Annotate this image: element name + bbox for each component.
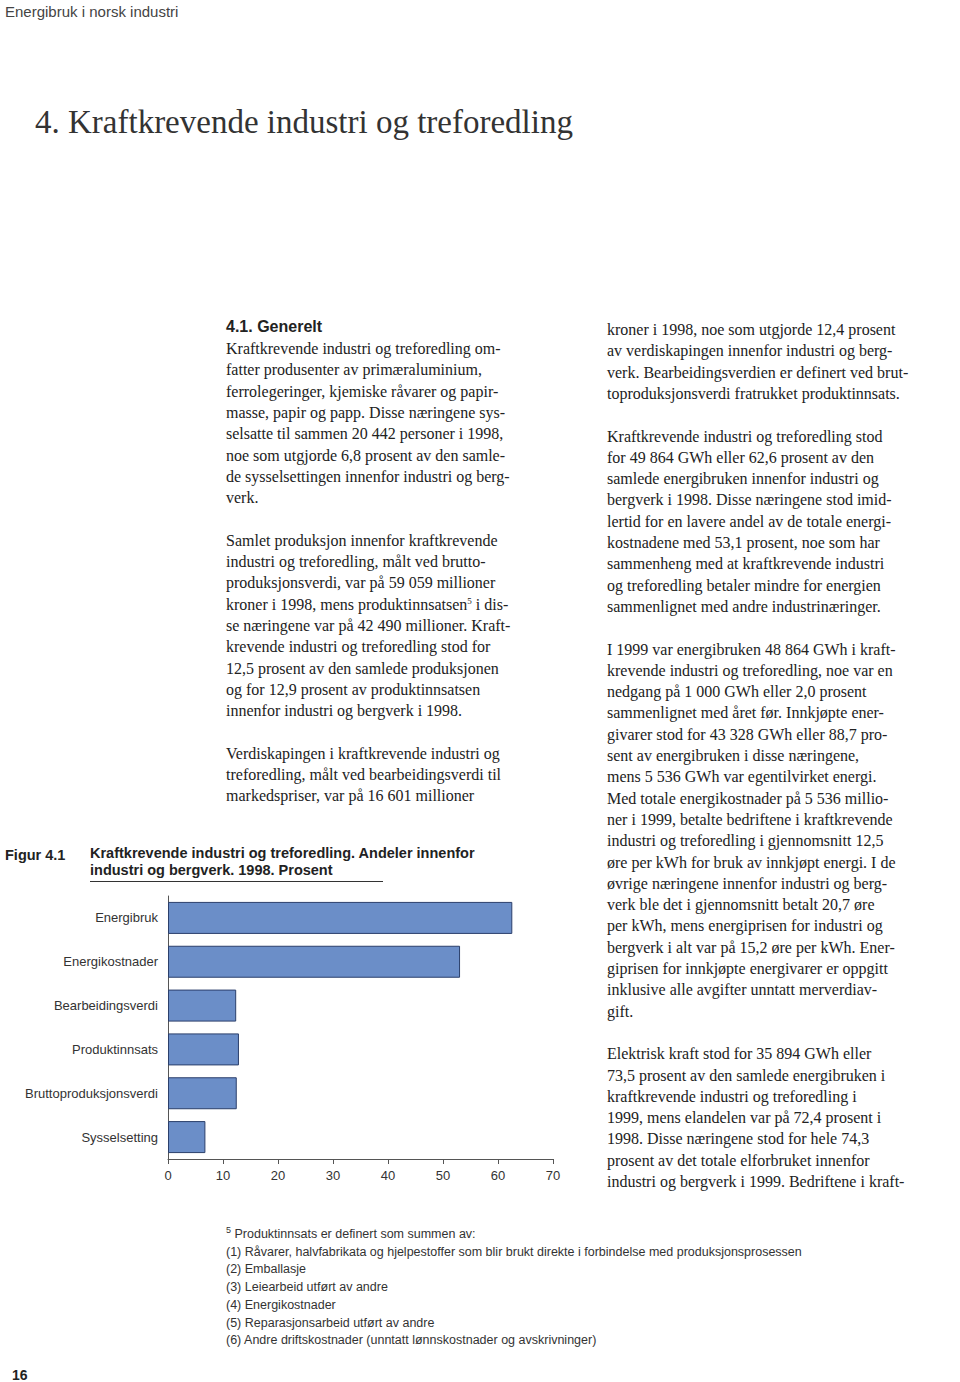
html-text:giprisen for innkjøpte energiv: giprisen for innkjøpte energivarer er op…: [607, 960, 888, 977]
html-text:Energibruk i norsk industri: Energibruk i norsk industri: [5, 3, 179, 20]
html-text:4.1. Generelt: 4.1. Generelt: [226, 318, 322, 335]
html-text:Kraftkrevende industri og tref: Kraftkrevende industri og treforedling s…: [607, 427, 883, 445]
html-text:toproduksjonsverdi fratrukket: toproduksjonsverdi fratrukket produktinn…: [607, 384, 900, 402]
html-text:og for 12,9 prosent av produkt: og for 12,9 prosent av produktinnsatsen: [226, 680, 481, 698]
html-text:prosent av det totale elforbru: prosent av det totale elforbruket innenf…: [607, 1151, 870, 1169]
html-text:øre per kWh for bruk av innkjø: øre per kWh for bruk av innkjøpt energi.…: [607, 853, 896, 871]
html-text:for 49 864 GWh eller 62,6 pros: for 49 864 GWh eller 62,6 prosent av den: [607, 448, 874, 466]
html-text:5Produktinnsats er definert so: 5Produktinnsats er definert som summen a…: [226, 1224, 476, 1241]
html-text:(2) Emballasje: (2) Emballasje: [226, 1262, 306, 1277]
html-text:fatter produsenter av primæral: fatter produsenter av primæraluminium,: [226, 361, 482, 379]
html-text:4. Kraftkrevende industri og t: 4. Kraftkrevende industri og treforedlin…: [35, 104, 573, 140]
html-text:(1) Råvarer, halvfabrikata og: (1) Råvarer, halvfabrikata og hjelpestof…: [226, 1244, 802, 1259]
svg-text:Produktinnsats: Produktinnsats: [72, 1042, 158, 1057]
html-text:industri og treforedling, målt: industri og treforedling, målt ved brutt…: [226, 553, 486, 570]
html-text:og treforedling betaler mindre: og treforedling betaler mindre for energ…: [607, 576, 881, 594]
html-text:verk. Bearbeidingsverdien er d: verk. Bearbeidingsverdien er definert ve…: [607, 363, 909, 381]
html-text:ner i 1999, betalte bedriftene: ner i 1999, betalte bedriftene i kraftkr…: [607, 810, 893, 828]
html-text:nedgang på 1 000 GWh eller 2,0: nedgang på 1 000 GWh eller 2,0 prosent: [607, 683, 867, 701]
html-text:treforedling, målt ved bearbei: treforedling, målt ved bearbeidingsverdi…: [226, 766, 501, 783]
svg-text:40: 40: [381, 1168, 395, 1183]
svg-text:Energikostnader: Energikostnader: [63, 954, 158, 969]
html-text:mens 5 536 GWh var egentilvirk: mens 5 536 GWh var egentilvirket energi.: [607, 768, 877, 786]
html-text:(6) Andre driftskostnader (unn: (6) Andre driftskostnader (unntatt lønns…: [226, 1333, 597, 1348]
html-text:kroner i 1998, mens produktinn: kroner i 1998, mens produktinnsatsen5i d…: [226, 595, 509, 613]
svg-text:Energibruk: Energibruk: [95, 910, 158, 925]
html-text:markedspriser, var på 16 601 m: markedspriser, var på 16 601 millioner: [226, 787, 475, 805]
html-text:1999, mens elandelen var på 72: 1999, mens elandelen var på 72,4 prosent…: [607, 1109, 882, 1127]
html-text:73,5 prosent av den samlede en: 73,5 prosent av den samlede energibruken…: [607, 1066, 886, 1084]
svg-text:60: 60: [491, 1168, 505, 1183]
html-text:selsatte til sammen 20 442 per: selsatte til sammen 20 442 personer i 19…: [226, 425, 504, 443]
html-text:ferrolegeringer, kjemiske råva: ferrolegeringer, kjemiske råvarer og pap…: [226, 382, 499, 400]
svg-text:50: 50: [436, 1168, 450, 1183]
html-text:Figur 4.1: Figur 4.1: [5, 847, 66, 863]
html-text:verk.: verk.: [226, 489, 259, 507]
html-text:Kraftkrevende industri og tref: Kraftkrevende industri og treforedling. …: [90, 845, 475, 878]
html-text:verk ble det i gjennomsnitt be: verk ble det i gjennomsnitt betalt 20,7 …: [607, 896, 875, 914]
svg-text:30: 30: [326, 1168, 340, 1183]
html-text:kroner i 1998, noe som utgjord: kroner i 1998, noe som utgjorde 12,4 pro…: [607, 321, 896, 338]
html-text:de sysselsettingen innenfor in: de sysselsettingen innenfor industri og …: [226, 467, 510, 485]
svg-text:Bruttoproduksjonsverdi: Bruttoproduksjonsverdi: [25, 1086, 158, 1101]
html-text:av verdiskapingen innenfor ind: av verdiskapingen innenfor industri og b…: [607, 342, 893, 360]
html-text:noe som utgjorde 6,8 prosent a: noe som utgjorde 6,8 prosent av den saml…: [226, 446, 505, 464]
html-text:(5) Reparasjonsarbeid utført a: (5) Reparasjonsarbeid utført av andre: [226, 1315, 435, 1330]
svg-text:10: 10: [216, 1168, 230, 1183]
html-text:produksjonsverdi, var på 59 05: produksjonsverdi, var på 59 059 millione…: [226, 574, 496, 592]
html-text:sammenlignet med andre industr: sammenlignet med andre industrinæringer.: [607, 597, 881, 615]
svg-text:20: 20: [271, 1168, 285, 1183]
html-text:industri og bergverk i 1999. B: industri og bergverk i 1999. Bedriftene …: [607, 1173, 905, 1190]
html-text:inklusive alle avgifter unntat: inklusive alle avgifter unntatt merverdi…: [607, 981, 878, 999]
html-text:(3) Leiearbeid utført av andre: (3) Leiearbeid utført av andre: [226, 1280, 388, 1295]
html-text:bergverk i alt var på 15,2 øre: bergverk i alt var på 15,2 øre per kWh. …: [607, 938, 895, 956]
html-text:sent av energibruken i disse n: sent av energibruken i disse næringene,: [607, 747, 860, 764]
html-text:I 1999 var energibruken 48 864: I 1999 var energibruken 48 864 GWh i kra…: [607, 640, 896, 658]
html-text:krevende industri og treforedl: krevende industri og treforedling, noe v…: [607, 661, 893, 679]
html-text:per kWh, mens energiprisen for: per kWh, mens energiprisen for industri …: [607, 917, 883, 935]
html-text:innenfor industri og bergverk: innenfor industri og bergverk i 1998.: [226, 702, 463, 720]
html-text:samlede energibruken innenfor: samlede energibruken innenfor industri o…: [607, 470, 879, 488]
html-text:(4) Energikostnader: (4) Energikostnader: [226, 1297, 336, 1312]
svg-text:Bearbeidingsverdi: Bearbeidingsverdi: [54, 998, 158, 1013]
html-text:lertid for en lavere andel av: lertid for en lavere andel av de totale …: [607, 512, 891, 530]
html-text:kostnadene med 53,1 prosent, n: kostnadene med 53,1 prosent, noe som har: [607, 534, 880, 551]
svg-text:70: 70: [546, 1168, 560, 1183]
html-text:Samlet produksjon innenfor kra: Samlet produksjon innenfor kraftkrevende: [226, 531, 498, 549]
html-text:16: 16: [12, 1367, 28, 1382]
svg-text:Sysselsetting: Sysselsetting: [81, 1130, 158, 1145]
svg-text:0: 0: [164, 1168, 171, 1183]
html-text:gift.: gift.: [607, 1002, 634, 1020]
html-text:Kraftkrevende industri og tref: Kraftkrevende industri og treforedling o…: [226, 340, 501, 357]
html-text:øvrige næringene innenfor indu: øvrige næringene innenfor industri og be…: [607, 874, 888, 892]
html-text:se næringene var på 42 490 mil: se næringene var på 42 490 millioner. Kr…: [226, 616, 511, 634]
html-text:Med totale energikostnader på: Med totale energikostnader på 5 536 mill…: [607, 789, 889, 807]
html-text:12,5 prosent av den samlede pr: 12,5 prosent av den samlede produksjonen: [226, 659, 499, 677]
html-text:sammenheng med at kraftkrevend: sammenheng med at kraftkrevende industri: [607, 555, 885, 573]
html-text:1998. Disse næringene stod for: 1998. Disse næringene stod for hele 74,3: [607, 1130, 870, 1148]
html-text:givarer stod for 43 328 GWh el: givarer stod for 43 328 GWh eller 88,7 p…: [607, 725, 888, 743]
html-text:Elektrisk kraft stod for 35 89: Elektrisk kraft stod for 35 894 GWh elle…: [607, 1045, 872, 1063]
html-text:kraftkrevende industri og tref: kraftkrevende industri og treforedling i: [607, 1087, 857, 1105]
html-text:sammenlignet med året før. Inn: sammenlignet med året før. Innkjøpte ene…: [607, 704, 884, 722]
html-text:Verdiskapingen i kraftkrevende: Verdiskapingen i kraftkrevende industri …: [226, 744, 500, 762]
html-text:industri og treforedling i gje: industri og treforedling i gjennomsnitt …: [607, 832, 884, 850]
html-text:krevende industri og treforedl: krevende industri og treforedling stod f…: [226, 638, 491, 656]
html-text:bergverk i 1998. Disse næringe: bergverk i 1998. Disse næringene stod im…: [607, 491, 892, 509]
html-text:masse, papir og papp. Disse næ: masse, papir og papp. Disse næringene sy…: [226, 403, 506, 421]
